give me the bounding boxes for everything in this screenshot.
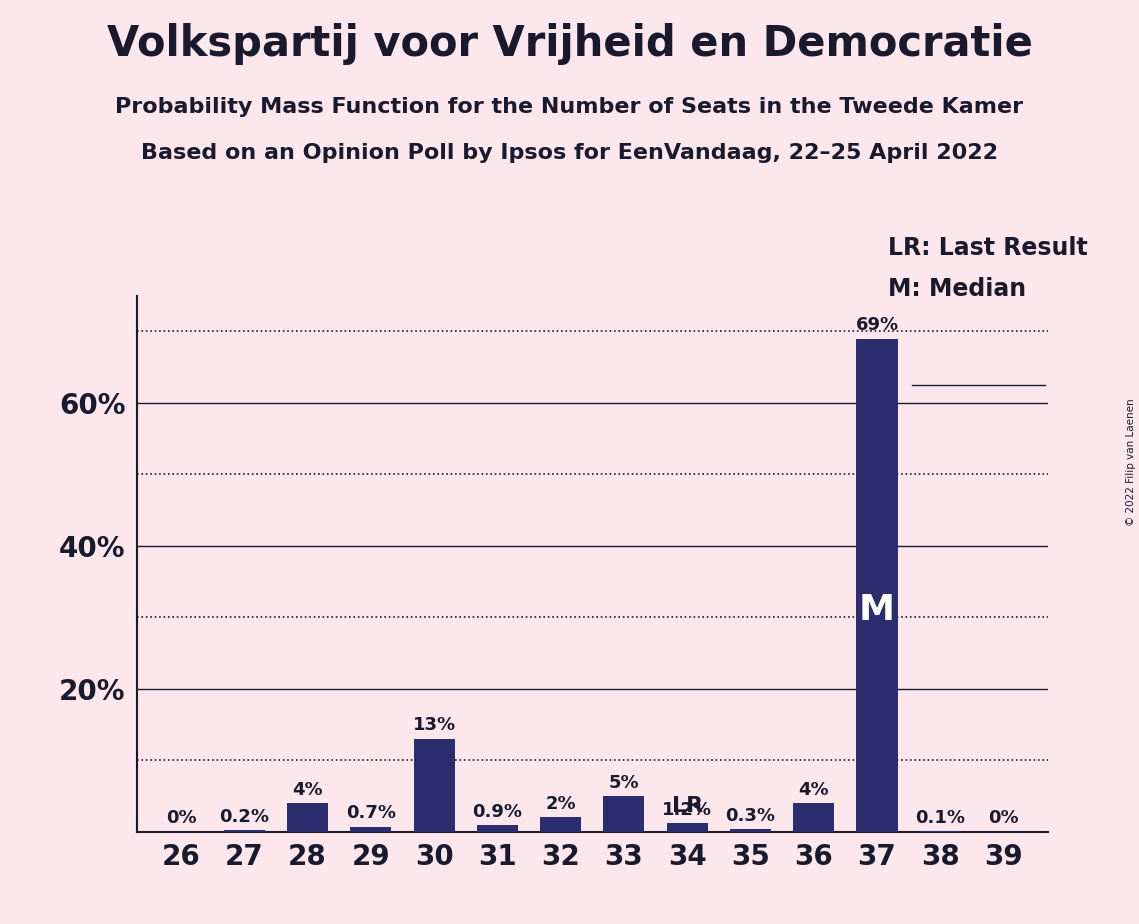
Text: M: Median: M: Median (888, 277, 1026, 301)
Text: 13%: 13% (412, 716, 456, 735)
Bar (540, 818, 581, 832)
Text: 0.9%: 0.9% (473, 803, 523, 821)
Text: LR: Last Result: LR: Last Result (888, 236, 1088, 260)
Text: M: M (859, 592, 895, 626)
Bar (223, 830, 265, 832)
Bar (604, 796, 645, 832)
Bar (413, 738, 454, 832)
Bar (857, 338, 898, 832)
Bar (287, 803, 328, 832)
Text: 4%: 4% (293, 781, 322, 798)
Text: 0.2%: 0.2% (219, 808, 269, 826)
Text: 0.7%: 0.7% (346, 804, 396, 822)
Text: 0%: 0% (165, 809, 196, 827)
Bar (730, 830, 771, 832)
Bar (477, 825, 518, 832)
Text: 1.2%: 1.2% (662, 801, 712, 819)
Text: Volkspartij voor Vrijheid en Democratie: Volkspartij voor Vrijheid en Democratie (107, 23, 1032, 65)
Text: 5%: 5% (608, 773, 639, 792)
Bar (666, 823, 707, 832)
Bar (793, 803, 835, 832)
Text: 2%: 2% (546, 795, 576, 813)
Text: Based on an Opinion Poll by Ipsos for EenVandaag, 22–25 April 2022: Based on an Opinion Poll by Ipsos for Ee… (141, 143, 998, 164)
Text: 4%: 4% (798, 781, 829, 798)
Bar (351, 827, 392, 832)
Text: 0%: 0% (989, 809, 1019, 827)
Text: 69%: 69% (855, 316, 899, 334)
Text: LR: LR (672, 796, 703, 816)
Text: © 2022 Filip van Laenen: © 2022 Filip van Laenen (1126, 398, 1136, 526)
Text: 0.1%: 0.1% (916, 808, 966, 827)
Text: Probability Mass Function for the Number of Seats in the Tweede Kamer: Probability Mass Function for the Number… (115, 97, 1024, 117)
Text: 0.3%: 0.3% (726, 808, 776, 825)
